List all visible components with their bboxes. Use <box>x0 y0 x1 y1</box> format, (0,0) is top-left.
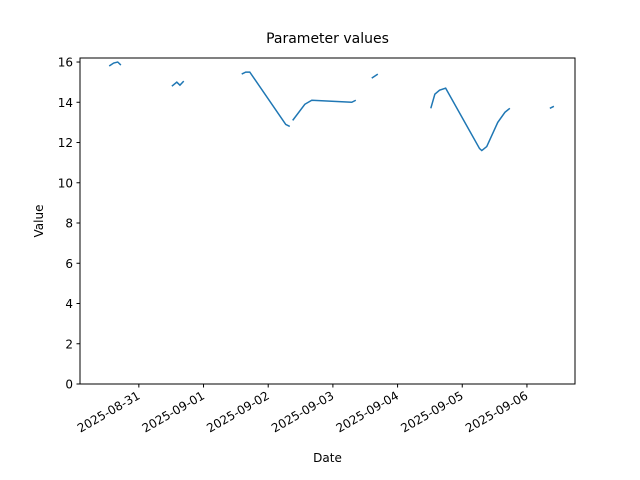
y-axis-label: Value <box>32 205 46 238</box>
plot-frame <box>79 57 576 385</box>
y-tick-label: 4 <box>65 297 73 311</box>
data-line <box>549 105 555 109</box>
x-tick-label: 2025-09-06 <box>463 388 530 435</box>
y-tick-label: 10 <box>58 176 73 190</box>
data-line <box>171 80 185 87</box>
y-tick-label: 0 <box>65 378 73 392</box>
y-tick-label: 6 <box>65 257 73 271</box>
y-tick-label: 12 <box>58 136 73 150</box>
data-line <box>108 61 122 67</box>
data-line <box>292 99 357 121</box>
y-tick-label: 8 <box>65 217 73 231</box>
data-line <box>430 87 511 152</box>
y-tick-label: 16 <box>58 56 73 70</box>
x-tick-label: 2025-09-01 <box>140 388 207 435</box>
y-tick-label: 14 <box>58 96 73 110</box>
x-tick-label: 2025-09-03 <box>269 388 336 435</box>
chart-title: Parameter values <box>266 31 389 47</box>
x-axis-label: Date <box>313 451 342 465</box>
data-line <box>241 71 291 128</box>
y-tick-label: 2 <box>65 337 73 351</box>
data-line <box>371 73 379 79</box>
x-tick-label: 2025-09-05 <box>398 388 465 435</box>
x-tick-label: 2025-08-31 <box>75 388 142 435</box>
x-tick-label: 2025-09-02 <box>204 388 271 435</box>
x-tick-label: 2025-09-04 <box>334 388 401 435</box>
